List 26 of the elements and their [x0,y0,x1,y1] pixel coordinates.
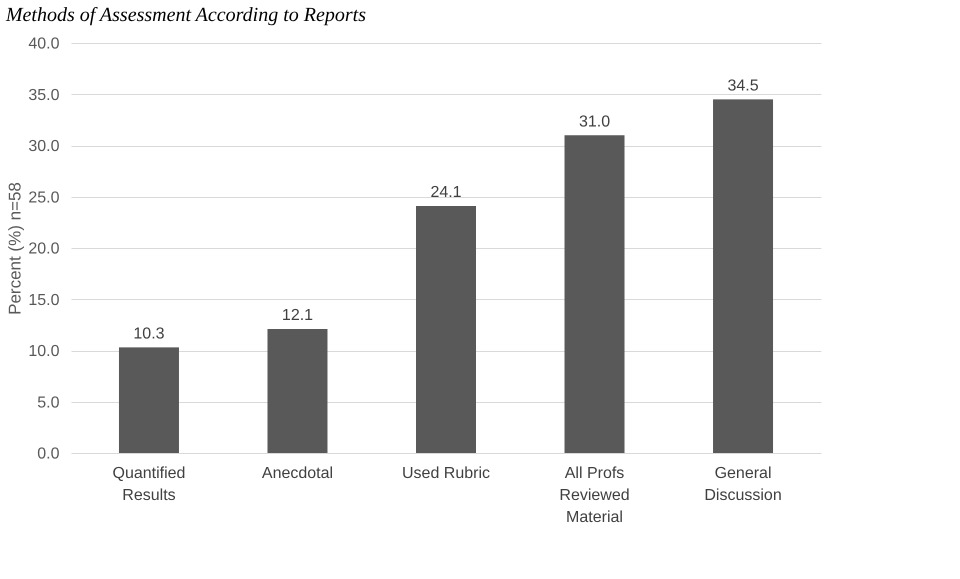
x-tick-label: Quantified Results [112,465,186,504]
x-tick-label: All Profs Reviewed Material [559,465,630,526]
y-tick-label: 0.0 [37,446,60,462]
y-tick-label: 15.0 [28,292,60,309]
y-tick-label: 25.0 [28,189,60,206]
data-label: 31.0 [578,113,610,130]
bar [416,206,476,453]
data-label: 12.1 [282,306,314,324]
x-tick-label: General Discussion [704,465,782,504]
bar [564,135,625,453]
data-label: 34.5 [727,77,759,94]
y-axis-title: Percent (%) n=58 [5,182,24,315]
y-tick-label: 35.0 [28,86,60,104]
data-label: 10.3 [133,325,165,342]
bar [713,99,774,453]
data-label: 24.1 [430,184,462,201]
y-tick-label: 5.0 [37,394,60,412]
y-tick-label: 20.0 [28,240,60,258]
bar [267,328,328,453]
bar [118,347,179,453]
y-tick-label: 30.0 [28,138,60,155]
x-tick-label: Anecdotal [262,465,334,482]
y-tick-label: 10.0 [28,343,60,360]
x-tick-label: Used Rubric [402,465,490,482]
y-tick-label: 40.0 [28,36,60,52]
chart-title: Methods of Assessment According to Reports [4,4,366,26]
